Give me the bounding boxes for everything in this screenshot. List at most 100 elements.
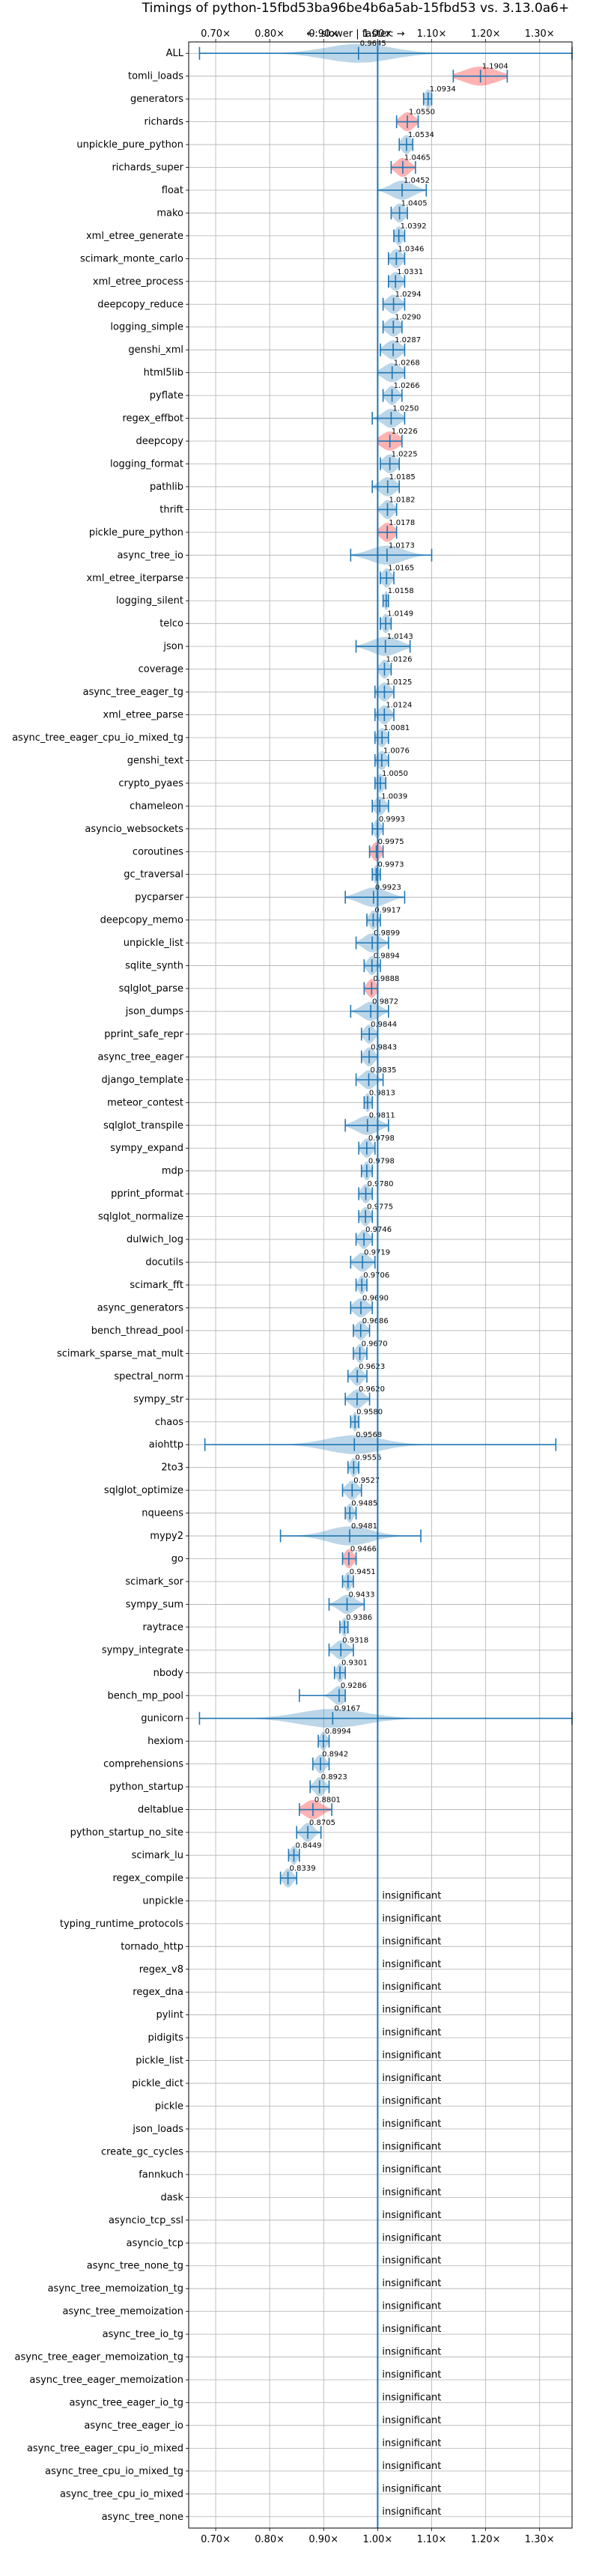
insignificant-label: insignificant [382, 1959, 441, 1970]
benchmark-rows: ALL 0.9645 tomli_loads 1.1904 generators 1.09… [12, 40, 573, 2523]
benchmark-label: thrift [159, 504, 183, 515]
insignificant-label: insignificant [382, 2278, 441, 2289]
benchmark-label: chaos [155, 1417, 183, 1428]
benchmark-label: spectral_norm [114, 1371, 183, 1382]
benchmark-label: sqlglot_normalize [98, 1212, 183, 1223]
insignificant-label: insignificant [382, 1913, 441, 1925]
value-label: 0.9993 [379, 815, 405, 824]
value-label: 0.9481 [351, 1522, 377, 1531]
benchmark-label: logging_simple [110, 322, 183, 333]
value-label: 1.0081 [383, 724, 410, 732]
benchmark-label: coverage [139, 664, 183, 675]
bottom-tick-label: 1.30× [525, 2534, 555, 2545]
value-label: 0.9466 [350, 1545, 377, 1553]
benchmark-label: telco [159, 619, 183, 630]
value-label: 0.9746 [365, 1226, 392, 1234]
benchmark-label: scimark_sor [125, 1576, 183, 1588]
benchmark-label: logging_format [110, 458, 183, 470]
value-label: 0.9917 [374, 907, 401, 915]
benchmark-label: sympy_str [133, 1394, 183, 1405]
value-label: 0.9706 [363, 1272, 389, 1280]
value-label: 0.9775 [367, 1203, 393, 1212]
benchmark-label: async_tree_io [117, 550, 183, 561]
benchmark-label: xml_etree_process [93, 276, 183, 288]
value-label: 0.9433 [349, 1591, 375, 1599]
benchmark-label: tomli_loads [128, 71, 183, 82]
insignificant-label: insignificant [382, 2506, 441, 2518]
value-label: 1.0290 [395, 314, 421, 322]
benchmark-label: genshi_text [127, 755, 183, 766]
value-label: 0.9568 [356, 1431, 382, 1439]
value-label: 0.9670 [362, 1340, 388, 1348]
benchmark-label: async_tree_eager_tg [83, 687, 183, 698]
value-label: 1.0465 [404, 154, 431, 162]
benchmark-label: async_tree_none [102, 2512, 183, 2523]
benchmark-label: pickle_pure_python [89, 527, 183, 538]
benchmark-label: xml_etree_iterparse [86, 573, 183, 584]
value-label: 0.9623 [359, 1363, 385, 1371]
value-label: 0.9923 [375, 884, 401, 892]
value-label: 0.9843 [371, 1043, 397, 1051]
benchmark-label: pycparser [135, 892, 183, 903]
benchmark-label: deepcopy [136, 436, 183, 447]
benchmark-label: pickle_dict [132, 2078, 183, 2089]
value-label: 1.0182 [389, 496, 416, 504]
benchmark-label: regex_effbot [122, 413, 183, 425]
value-label: 1.0050 [382, 770, 408, 778]
insignificant-label: insignificant [382, 1890, 441, 1901]
value-label: 1.0076 [383, 747, 410, 755]
insignificant-label: insignificant [382, 2027, 441, 2038]
benchmark-label: unpickle [142, 1895, 183, 1907]
benchmark-label: richards_super [112, 162, 183, 174]
bottom-tick-label: 0.90× [308, 2534, 338, 2545]
benchmark-label: sympy_sum [126, 1599, 183, 1610]
value-label: 0.9835 [370, 1066, 396, 1075]
top-axis-ticks: 0.70× 0.80× 0.90× 1.00× 1.10× 1.20× 1.30× [201, 28, 555, 42]
benchmark-label: pyflate [150, 390, 183, 401]
value-label: 0.9973 [377, 861, 404, 869]
benchmark-label: scimark_sparse_mat_mult [57, 1348, 183, 1359]
benchmark-label: chameleon [130, 801, 183, 812]
value-label: 0.9894 [374, 953, 400, 961]
value-label: 1.0392 [401, 222, 427, 231]
benchmark-label: nqueens [142, 1508, 183, 1519]
benchmark-label: richards [145, 117, 184, 128]
benchmark-label: deepcopy_reduce [97, 299, 183, 310]
value-label: 1.1904 [482, 63, 508, 71]
benchmark-label: ALL [166, 48, 184, 59]
value-label: 1.0268 [394, 359, 420, 368]
benchmark-label: json_dumps [125, 1006, 183, 1017]
benchmark-label: sympy_expand [110, 1143, 183, 1154]
value-label: 1.0934 [430, 85, 456, 94]
value-label: 0.9690 [362, 1294, 389, 1302]
bottom-tick-label: 1.10× [417, 2534, 447, 2545]
value-label: 1.0287 [395, 336, 421, 344]
benchmark-label: sqlglot_optimize [104, 1485, 183, 1496]
benchmark-label: json_loads [132, 2124, 183, 2135]
value-label: 0.9844 [371, 1021, 397, 1029]
benchmark-label: coroutines [133, 846, 183, 857]
benchmark-label: async_tree_none_tg [87, 2261, 183, 2272]
benchmark-label: django_template [102, 1075, 183, 1086]
benchmark-label: async_tree_eager [97, 1051, 183, 1063]
value-label: 0.9580 [356, 1409, 383, 1417]
value-label: 1.0126 [386, 656, 412, 664]
value-label: 0.9620 [359, 1385, 385, 1394]
benchmark-label: xml_etree_parse [103, 710, 183, 721]
value-label: 0.9451 [350, 1568, 376, 1576]
value-label: 0.9386 [346, 1614, 372, 1622]
benchmark-label: sqlglot_parse [119, 983, 183, 994]
value-label: 0.9301 [341, 1659, 368, 1668]
benchmark-label: async_tree_cpu_io_mixed [60, 2488, 183, 2500]
value-label: 1.0178 [389, 519, 415, 527]
value-label: 1.0158 [388, 587, 414, 595]
value-label: 1.0405 [401, 199, 428, 207]
benchmark-label: scimark_monte_carlo [80, 253, 183, 264]
value-label: 0.9811 [369, 1112, 395, 1120]
benchmark-label: regex_dna [133, 1987, 183, 1998]
insignificant-label: insignificant [382, 2050, 441, 2062]
value-label: 0.9888 [373, 975, 399, 983]
benchmark-label: bench_thread_pool [91, 1325, 183, 1337]
value-label: 1.0534 [408, 131, 434, 139]
